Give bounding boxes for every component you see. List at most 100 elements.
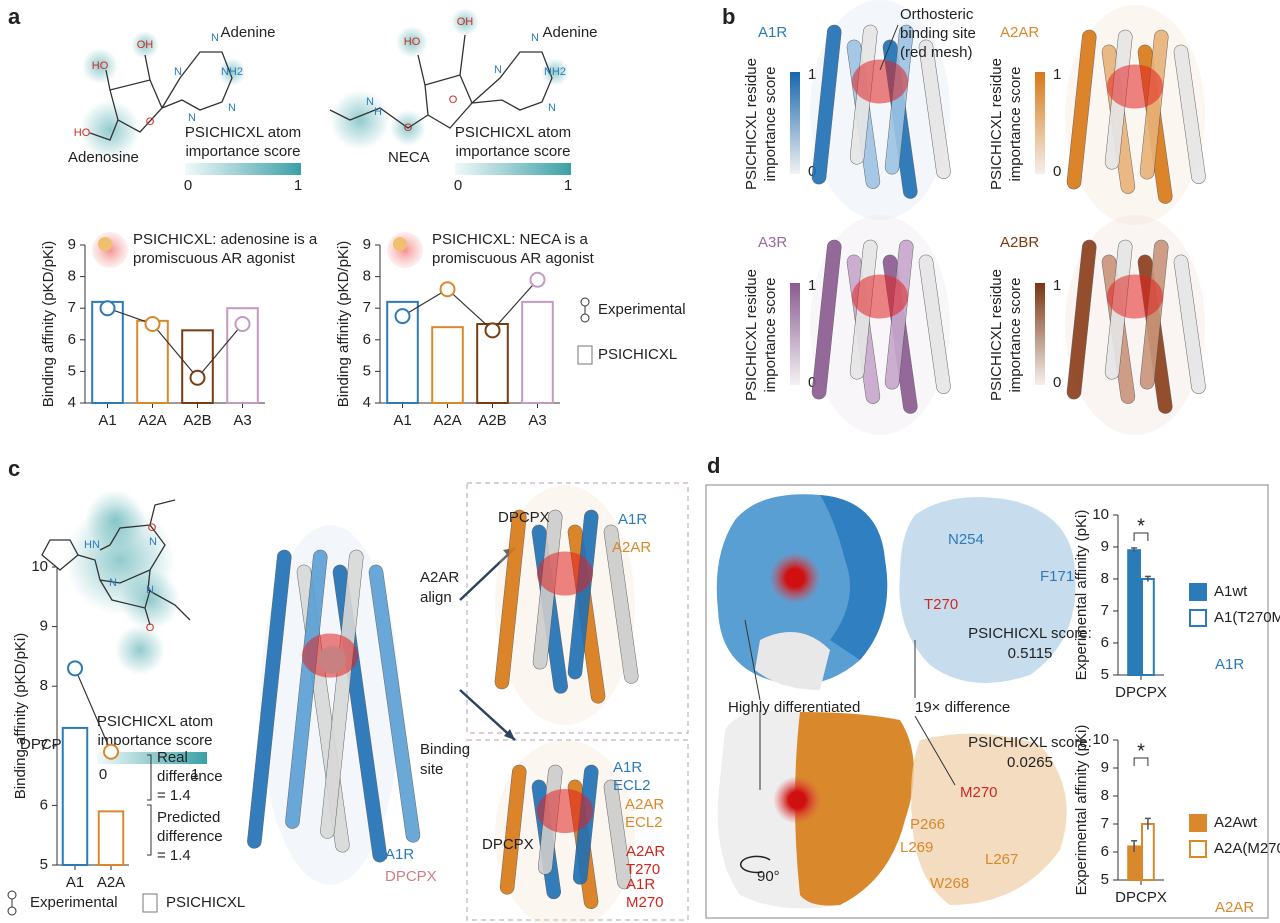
x-tick-label: A2A [97,874,125,891]
scale-tick: 0 [184,177,192,194]
bond [41,499,191,626]
atom-glow [120,570,180,630]
experimental-point [439,281,456,298]
y-tick-label: 6 [1101,634,1109,651]
residue-label: 0.0265 [1007,754,1053,771]
atom-glow [131,31,159,59]
helix [1066,29,1097,190]
bond [89,51,233,141]
legend-glyph [1189,583,1207,601]
helix [1173,254,1206,394]
residue-label: L269 [900,839,933,856]
receptor-label: A2BR [1000,234,1039,251]
atom-label: HN [84,539,100,551]
experimental-line [74,668,112,752]
x-tick-label: A1 [98,412,116,429]
annotation: Real [157,749,188,766]
x-tick-label: DPCPX [1115,889,1167,906]
experimental-point [99,300,116,317]
bar-tick: 0 [1053,374,1061,391]
y-tick-label: 9 [363,236,371,253]
inset-label: DPCPX [482,836,534,853]
legend-glyph [7,906,17,916]
atom-glow [85,490,145,550]
y-axis-label: Binding affinity (pKD/pKi) [12,633,29,799]
bar-title: importance score [1007,66,1024,181]
surface [1065,5,1205,225]
color-bar [790,283,800,385]
scale-tick: 1 [191,766,199,783]
arrow [459,547,516,601]
ligand [318,646,346,674]
bar [521,300,554,405]
y-tick-label: 6 [363,331,371,348]
experimental-line [402,279,538,332]
y-axis-label: Experimental affinity (pKi) [1073,510,1090,681]
atom-label: NH2 [544,66,566,78]
atom-label: HO [92,60,109,72]
arrow [459,689,516,741]
y-tick-label: 4 [68,394,76,411]
arrow-label: align [420,589,452,606]
experimental-point [529,271,546,288]
residue-label: 0.5115 [1008,645,1053,662]
helix [247,549,292,849]
scale-tick: 0 [99,766,107,783]
bar [431,326,464,404]
residue-label: T270 [924,596,958,613]
legend-label: A2Awt [1214,814,1258,831]
scale-title: PSICHICXL atom [455,124,571,141]
x-tick-label: A3 [528,412,546,429]
atom-glow [396,26,428,58]
atom-label: N [149,536,157,548]
bar-title: PSICHICXL residue [988,58,1005,190]
ligand-site [773,776,821,824]
y-tick-label: 4 [363,394,371,411]
helix [918,254,951,394]
receptor-label: A1R [1215,656,1244,673]
scale-title: importance score [185,143,300,160]
bar-tick: 0 [1053,163,1061,180]
color-scale [97,752,207,764]
promiscuity-icon [393,237,407,251]
helix [494,509,527,690]
molecule-base: Adenine [220,24,275,41]
atom-label: N [109,577,117,589]
y-tick-label: 9 [68,236,76,253]
y-tick-label: 8 [1101,787,1109,804]
bar-title: importance score [1007,277,1024,392]
atom-glow [115,625,165,675]
receptor-label: A2AR [1000,24,1039,41]
bond [329,34,553,129]
scale-tick: 1 [564,177,572,194]
atom-glow [82,48,118,84]
bar [97,810,125,866]
annotation: binding site [900,25,976,42]
promiscuity-icon [387,232,423,268]
residue-label: F171 [1040,568,1074,585]
annotation: (red mesh) [900,44,973,61]
experimental-point [67,660,83,677]
atom-label: O [404,122,413,134]
y-tick-label: 5 [1101,871,1109,888]
y-tick-label: 7 [1101,602,1109,619]
residue-label: PSICHICXL score: [968,625,1092,642]
legend-glyph [142,893,158,913]
inset-label: M270 [626,894,664,911]
helix [603,779,632,890]
helix [368,564,421,843]
inset-label: A1R [613,759,642,776]
experimental-line [107,307,243,379]
inset-label: A1R [618,511,647,528]
surface [899,497,1076,683]
atom-glow [451,8,479,36]
x-tick-label: A2B [478,412,506,429]
atom-label: N [531,32,539,44]
legend-glyph [7,890,17,900]
x-tick-label: DPCPX [1115,684,1167,701]
atom-label: O [146,622,155,634]
promiscuity-icon [92,232,128,268]
atom-glow [218,58,246,86]
callout: PSICHICXL: adenosine is a [133,231,318,248]
atom-label: N [366,96,374,108]
